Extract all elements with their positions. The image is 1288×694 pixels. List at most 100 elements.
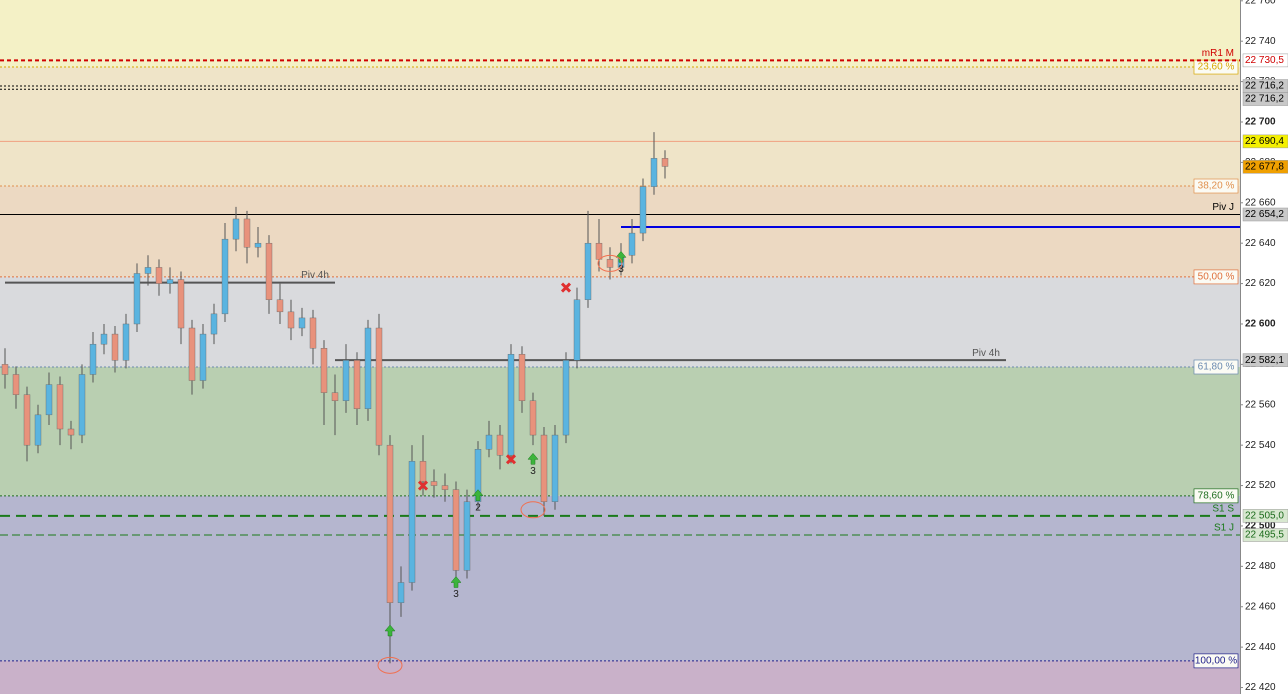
signal-label: 3	[618, 264, 624, 275]
y-tick-label: 22 700	[1245, 117, 1276, 128]
y-tick-label: 22 520	[1245, 480, 1276, 491]
candle-body	[463, 501, 471, 571]
y-tick-label: 22 560	[1245, 399, 1276, 410]
level-label: Piv 4h	[301, 270, 329, 281]
zones	[0, 0, 1240, 694]
price-tag-box	[1242, 509, 1288, 523]
signal-cross	[417, 480, 429, 491]
candle-body	[595, 242, 603, 260]
signal-label: 3	[453, 589, 459, 600]
candle-body	[639, 186, 647, 234]
price-tag: 22 505,0	[1245, 510, 1284, 521]
candle-body	[540, 434, 548, 502]
fib-zone	[0, 366, 1240, 496]
candle-body	[364, 327, 372, 410]
fib-label-box	[1193, 269, 1239, 285]
signal-cross	[560, 282, 572, 293]
candle-body	[452, 489, 460, 571]
price-tag: 22 654,2	[1245, 209, 1284, 220]
level-label: S1 J	[1214, 523, 1234, 534]
price-tag: 22 677,8	[1245, 161, 1284, 172]
signal-up	[472, 489, 484, 501]
candle-body	[485, 434, 493, 450]
price-tag-box	[1242, 53, 1288, 68]
signal-up	[527, 452, 539, 465]
candle-body	[1, 364, 9, 375]
y-tick-label: 22 760	[1245, 0, 1276, 6]
candle-body	[606, 259, 614, 268]
signal-circle	[377, 656, 403, 674]
candle-body	[221, 238, 229, 315]
signal-cross	[505, 454, 517, 465]
candle-body	[122, 323, 130, 361]
candle-body	[518, 354, 526, 401]
candle-body	[430, 481, 438, 486]
candle-body	[584, 242, 592, 300]
candle-body	[375, 327, 383, 446]
price-tag: 22 716,2	[1245, 94, 1284, 105]
candle-body	[529, 400, 537, 436]
y-tick-label: 22 440	[1245, 642, 1276, 653]
candle-body	[89, 343, 97, 375]
candle-body	[34, 414, 42, 446]
candle-body	[298, 317, 306, 329]
candle-body	[56, 384, 64, 430]
candle-body	[507, 354, 515, 456]
candle-body	[562, 360, 570, 436]
fib-zone	[0, 660, 1240, 694]
candle-body	[309, 317, 317, 349]
signal-up	[384, 624, 396, 637]
candle-body	[23, 394, 31, 446]
price-tag: 22 495,5	[1245, 530, 1284, 541]
signal-up	[450, 576, 462, 588]
candle-body	[210, 313, 218, 335]
fib-label-box	[1193, 653, 1239, 669]
level-label: S1 S	[1212, 503, 1234, 514]
signal-circle	[520, 501, 546, 519]
signal-label: 3	[530, 466, 536, 477]
fib-zone	[0, 495, 1240, 661]
y-tick-label: 22 660	[1245, 197, 1276, 208]
candle-body	[419, 461, 427, 482]
candle-body	[67, 428, 75, 436]
y-tick-label: 22 540	[1245, 440, 1276, 451]
candle-body	[45, 384, 53, 416]
signal-up	[615, 250, 627, 263]
y-tick-label: 22 500	[1245, 521, 1276, 532]
candle-body	[100, 333, 108, 345]
candle-body	[188, 327, 196, 381]
price-tag-box	[1242, 528, 1288, 542]
fib-zone	[0, 0, 1240, 68]
candle-body	[496, 434, 504, 456]
y-tick-label: 22 460	[1245, 601, 1276, 612]
candle-body	[331, 392, 339, 401]
candle-body	[573, 299, 581, 361]
price-tag-box	[1242, 92, 1288, 106]
candle-body	[133, 273, 141, 325]
fib-label: 38,20 %	[1198, 181, 1235, 192]
y-tick-label: 22 420	[1245, 682, 1276, 693]
candle-body	[155, 267, 163, 284]
candle-body	[441, 485, 449, 490]
candle-body	[320, 348, 328, 393]
fib-zone	[0, 276, 1240, 367]
fib-label-box	[1193, 59, 1239, 75]
candle-body	[661, 158, 669, 167]
candle-body	[386, 444, 394, 603]
y-tick-label: 22 620	[1245, 278, 1276, 289]
fib-label-box	[1193, 359, 1239, 375]
candle-body	[353, 360, 361, 410]
candle-body	[397, 582, 405, 603]
price-tag-box	[1242, 353, 1288, 367]
price-tag: 22 690,4	[1245, 136, 1284, 147]
level-label: Piv 4h	[972, 348, 1000, 359]
price-tag-box	[1242, 207, 1288, 222]
candle-body	[265, 242, 273, 300]
signal-label: 2	[475, 502, 481, 513]
y-tick-label: 22 480	[1245, 561, 1276, 572]
fib-label-box	[1193, 488, 1239, 504]
candle-body	[144, 267, 152, 274]
candle-body	[342, 360, 350, 401]
